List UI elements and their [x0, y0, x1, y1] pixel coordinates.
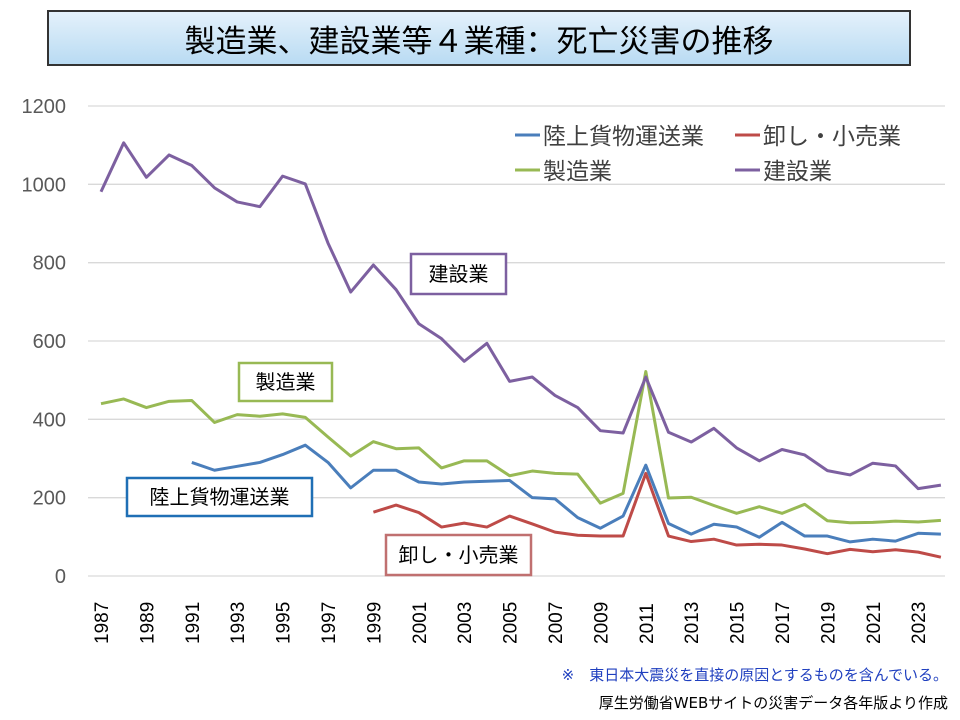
- x-tick-label: 2011: [637, 603, 658, 644]
- callout-label: 建設業: [429, 262, 489, 286]
- x-tick-label: 1997: [319, 602, 340, 644]
- legend-label: 製造業: [543, 159, 612, 185]
- x-tick-label: 2005: [501, 602, 522, 644]
- callout-label: 製造業: [256, 370, 316, 394]
- series-line: [191, 443, 941, 544]
- x-tick-label: 1987: [92, 602, 113, 644]
- callout-label: 陸上貨物運送業: [150, 485, 290, 509]
- callout-label: 卸し・小売業: [399, 543, 519, 567]
- x-tick-label: 2021: [864, 602, 885, 644]
- x-tick-label: 2003: [455, 602, 476, 644]
- x-tick-label: 2017: [773, 602, 794, 644]
- legend-label: 陸上貨物運送業: [543, 124, 704, 150]
- x-tick-label: 1991: [183, 602, 204, 644]
- x-tick-label: 1995: [274, 602, 295, 644]
- callout-box: [125, 476, 314, 518]
- legend-label: 卸し・小売業: [763, 124, 901, 150]
- x-tick-label: 1999: [364, 602, 385, 644]
- y-tick-label: 200: [33, 488, 66, 510]
- y-tick-label: 600: [33, 331, 66, 353]
- y-tick-label: 1200: [22, 96, 67, 118]
- chart-title: 製造業、建設業等４業種：死亡災害の推移: [47, 10, 911, 66]
- x-tick-label: 2023: [909, 602, 930, 644]
- y-tick-label: 1000: [22, 174, 67, 196]
- y-tick-label: 800: [33, 253, 66, 275]
- x-tick-label: 2013: [682, 602, 703, 644]
- x-tick-label: 2007: [546, 602, 567, 644]
- earthquake-note: ※ 東日本大震災を直接の原因とするものを含んでいる。: [561, 666, 948, 684]
- callout-box: [384, 533, 533, 577]
- series-line: [372, 471, 942, 559]
- x-tick-label: 2001: [410, 602, 431, 644]
- x-tick-label: 2009: [591, 602, 612, 644]
- source-note: 厚生労働省WEBサイトの災害データ各年版より作成: [598, 694, 948, 712]
- y-tick-label: 0: [55, 566, 66, 588]
- callout-box: [237, 361, 334, 403]
- y-tick-label: 400: [33, 409, 66, 431]
- x-tick-label: 1989: [137, 602, 158, 644]
- legend-label: 建設業: [763, 159, 832, 185]
- x-tick-label: 2015: [728, 602, 749, 644]
- x-tick-label: 2019: [818, 602, 839, 644]
- x-tick-label: 1993: [228, 602, 249, 644]
- series-line: [99, 141, 942, 491]
- series-line: [100, 370, 942, 525]
- callout-box: [409, 252, 508, 296]
